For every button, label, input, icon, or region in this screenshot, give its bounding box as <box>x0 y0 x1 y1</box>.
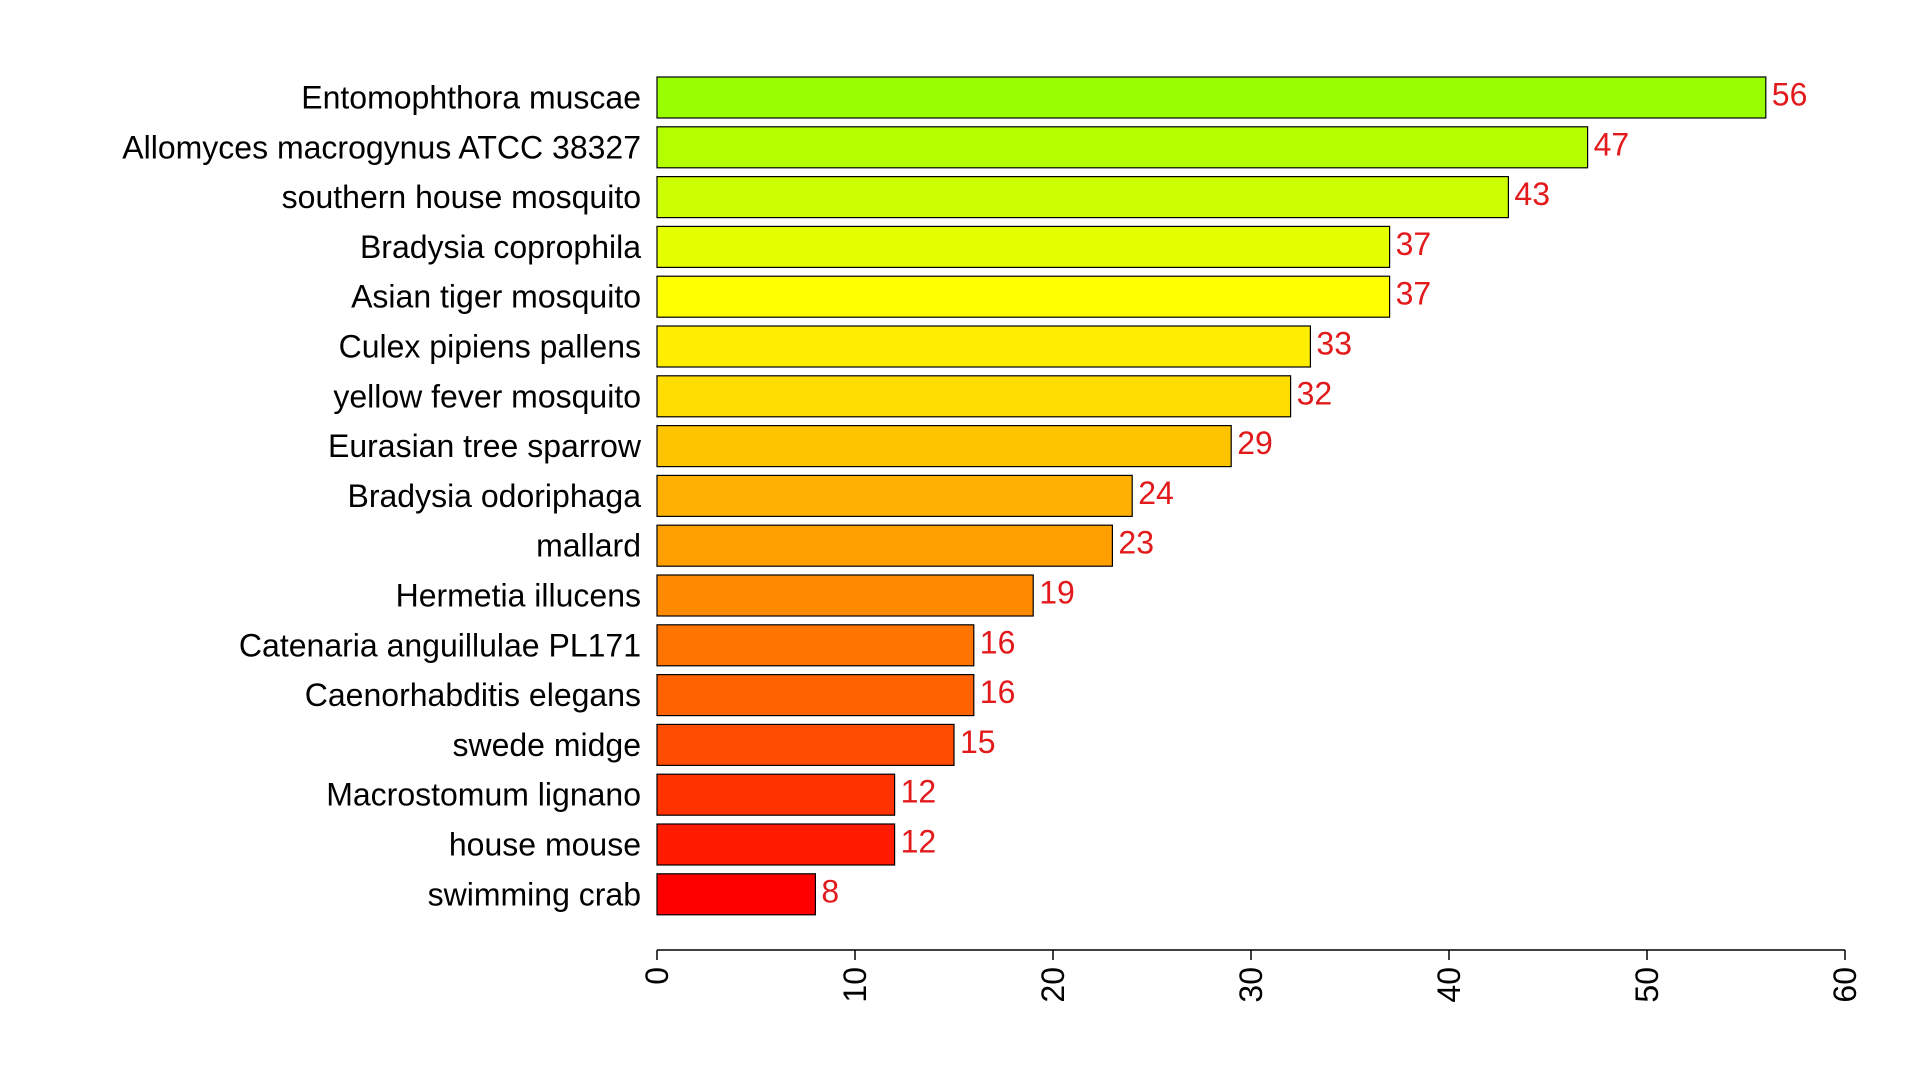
category-label: yellow fever mosquito <box>333 378 641 414</box>
category-label: Culex pipiens pallens <box>339 329 641 365</box>
value-label: 29 <box>1237 425 1273 461</box>
category-label: Allomyces macrogynus ATCC 38327 <box>122 129 641 165</box>
bar <box>656 325 1312 368</box>
bar <box>656 375 1292 418</box>
bar <box>656 673 975 717</box>
bar <box>656 624 975 667</box>
category-label: swede midge <box>452 727 641 763</box>
bar <box>656 425 1232 468</box>
category-label: Catenaria anguillulae PL171 <box>239 627 641 663</box>
value-label: 32 <box>1297 375 1333 411</box>
value-label: 37 <box>1396 226 1432 262</box>
bars-group <box>656 76 1767 916</box>
value-label: 47 <box>1594 126 1630 162</box>
bar <box>656 823 896 866</box>
value-label: 12 <box>901 824 937 860</box>
value-label: 15 <box>960 724 996 760</box>
x-tick-label: 20 <box>1035 967 1071 1003</box>
category-label: Hermetia illucens <box>396 578 641 614</box>
value-label: 8 <box>821 873 839 909</box>
value-label: 16 <box>980 674 1016 710</box>
value-label: 33 <box>1316 326 1352 362</box>
category-label: Bradysia odoriphaga <box>347 478 641 514</box>
x-tick-label: 60 <box>1827 967 1863 1003</box>
value-label: 56 <box>1772 77 1808 113</box>
value-label: 12 <box>901 774 937 810</box>
bar <box>656 275 1391 318</box>
bar <box>656 873 816 916</box>
category-label: house mouse <box>449 827 641 863</box>
bar <box>656 225 1391 268</box>
value-label: 43 <box>1514 176 1550 212</box>
value-label: 24 <box>1138 475 1174 511</box>
category-label: Asian tiger mosquito <box>351 279 641 315</box>
category-label: Entomophthora muscae <box>301 80 641 116</box>
bar <box>656 76 1767 119</box>
category-label: southern house mosquito <box>282 179 641 215</box>
bar <box>656 524 1113 567</box>
x-axis: 0 10 20 30 40 50 60 <box>639 949 1863 1003</box>
value-label: 23 <box>1118 525 1154 561</box>
bar <box>656 574 1034 617</box>
category-label: Macrostomum lignano <box>326 777 641 813</box>
value-label: 16 <box>980 624 1016 660</box>
category-labels-group: Entomophthora muscae Allomyces macrogynus… <box>122 80 642 913</box>
value-label: 19 <box>1039 575 1075 611</box>
x-tick-label: 50 <box>1629 967 1665 1003</box>
value-labels-group: 56 47 43 37 37 33 32 29 24 23 19 16 16 15 12 12 8 <box>821 77 1807 910</box>
bar <box>656 723 955 767</box>
x-tick-label: 30 <box>1233 967 1269 1003</box>
category-label: Bradysia coprophila <box>360 229 641 265</box>
bar <box>656 176 1510 219</box>
bar <box>656 773 896 816</box>
category-label: swimming crab <box>428 876 641 912</box>
x-tick-label: 40 <box>1431 967 1467 1003</box>
bar <box>656 126 1589 169</box>
category-label: mallard <box>536 528 641 564</box>
bar <box>656 474 1133 517</box>
value-label: 37 <box>1396 276 1432 312</box>
category-label: Caenorhabditis elegans <box>305 677 641 713</box>
x-tick-label: 0 <box>639 967 675 985</box>
category-label: Eurasian tree sparrow <box>328 428 642 464</box>
x-tick-label: 10 <box>837 967 873 1003</box>
